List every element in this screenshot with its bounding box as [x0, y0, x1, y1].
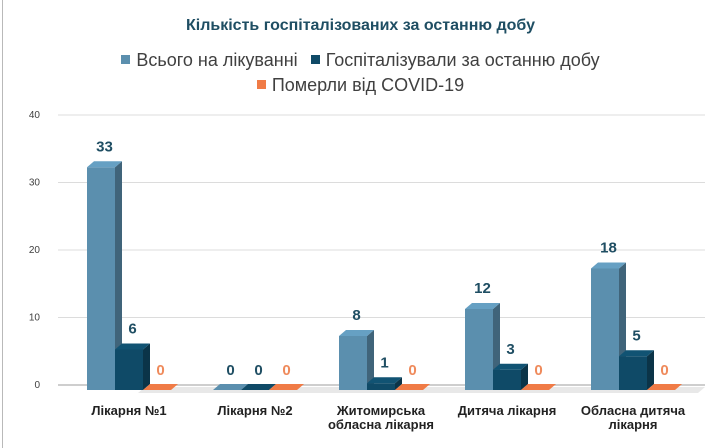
x-category-label: лікарня: [609, 417, 658, 432]
data-label: 0: [534, 362, 542, 379]
bar: [465, 309, 493, 390]
legend-label-total: Всього на лікуванні: [136, 50, 298, 70]
legend-row-2: Померли від COVID-19: [0, 75, 721, 96]
legend-label-deaths: Померли від COVID-19: [271, 75, 465, 95]
bar: [143, 384, 178, 390]
bar-top: [87, 161, 122, 168]
data-label: 0: [156, 362, 164, 379]
legend-swatch-deaths: [256, 80, 266, 89]
legend-swatch-hospitalized: [310, 55, 320, 64]
bar-side: [521, 363, 528, 390]
y-tick-label: 40: [29, 110, 41, 121]
legend: Всього на лікуванні Госпіталізували за о…: [0, 50, 721, 71]
bar: [395, 384, 430, 390]
bar: [647, 384, 682, 390]
y-tick-label: 30: [29, 178, 41, 189]
legend-swatch-total: [121, 55, 131, 64]
x-category-label: Лікарня №2: [217, 403, 292, 418]
y-tick-label: 10: [29, 313, 41, 324]
bar-side: [647, 350, 654, 390]
chart-title: Кількість госпіталізованих за останню до…: [186, 17, 535, 34]
data-label: 12: [474, 280, 491, 297]
bar: [115, 349, 143, 390]
frame-border: [2, 0, 3, 448]
bar-top: [115, 343, 150, 350]
bar: [241, 384, 276, 390]
data-label: 3: [506, 341, 514, 358]
bar: [339, 336, 367, 390]
bar-side: [367, 330, 374, 390]
data-label: 0: [254, 362, 262, 379]
bar-side: [143, 343, 150, 390]
data-label: 0: [660, 362, 668, 379]
bar-side: [395, 377, 402, 390]
data-label: 1: [380, 354, 388, 371]
x-category-label: Житомирська: [336, 403, 426, 418]
bar: [521, 384, 556, 390]
bar: [213, 384, 248, 390]
bar-top: [619, 350, 654, 357]
bar: [591, 268, 619, 390]
x-category-label: Лікарня №1: [91, 403, 166, 418]
data-label: 18: [600, 240, 617, 257]
data-label: 5: [632, 327, 640, 344]
data-label: 6: [128, 321, 136, 338]
legend-item-total[interactable]: Всього на лікуванні: [121, 50, 298, 71]
x-category-label: Обласна дитяча: [581, 403, 686, 418]
bar: [493, 369, 521, 390]
bar: [269, 384, 304, 390]
bar-top: [493, 363, 528, 370]
bar: [619, 356, 647, 390]
y-tick-label: 0: [34, 380, 40, 391]
data-label: 8: [352, 307, 360, 324]
x-category-label: Дитяча лікарня: [458, 403, 557, 418]
bar-top: [591, 262, 626, 269]
legend-item-deaths[interactable]: Померли від COVID-19: [256, 75, 465, 96]
data-label: 33: [96, 138, 113, 155]
data-label: 0: [408, 362, 416, 379]
bar-top: [367, 377, 402, 384]
y-tick-label: 20: [29, 245, 41, 256]
legend-item-hospitalized[interactable]: Госпіталізували за останню добу: [310, 50, 600, 71]
bar-side: [115, 161, 122, 390]
data-label: 0: [226, 362, 234, 379]
legend-label-hospitalized: Госпіталізували за останню добу: [325, 50, 600, 70]
bar-top: [339, 330, 374, 336]
data-label: 0: [282, 362, 290, 379]
bar-top: [465, 303, 500, 309]
bar: [367, 383, 395, 390]
x-category-label: обласна лікарня: [328, 417, 434, 432]
bar: [87, 167, 115, 390]
